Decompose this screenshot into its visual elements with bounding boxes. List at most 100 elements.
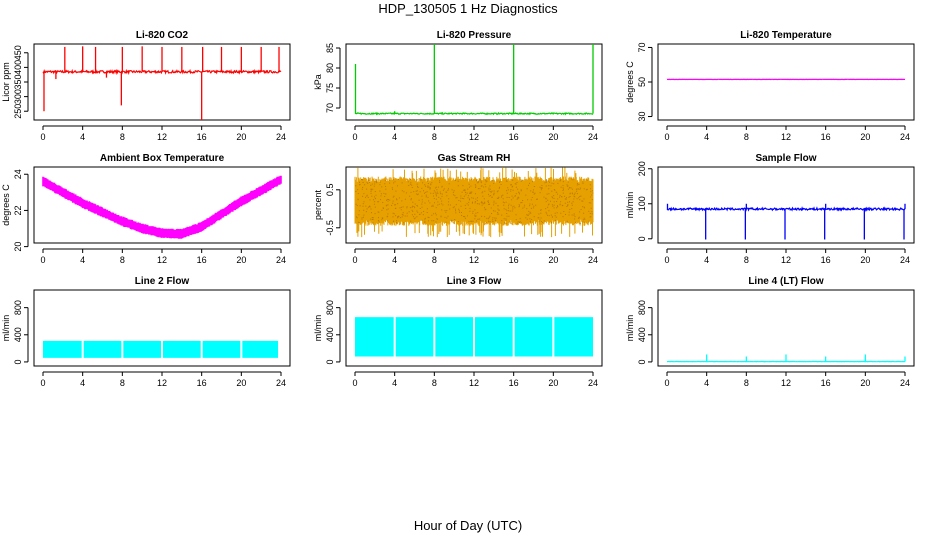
x-tick-label: 24 bbox=[588, 255, 598, 265]
y-tick-label: 30 bbox=[637, 112, 647, 122]
y-tick-label: 400 bbox=[13, 60, 23, 75]
x-tick-label: 20 bbox=[860, 378, 870, 388]
y-tick-label: 70 bbox=[325, 103, 335, 113]
data-series-points bbox=[355, 178, 594, 224]
y-axis-label: ml/min bbox=[625, 315, 635, 342]
x-tick-label: 24 bbox=[900, 378, 910, 388]
x-tick-label: 8 bbox=[432, 378, 437, 388]
y-tick-label: 800 bbox=[637, 300, 647, 315]
y-tick-label: 50 bbox=[637, 77, 647, 87]
x-tick-label: 4 bbox=[80, 255, 85, 265]
page-title: HDP_130505 1 Hz Diagnostics bbox=[378, 1, 558, 16]
y-tick-label: 450 bbox=[13, 45, 23, 60]
plot-frame bbox=[345, 289, 603, 367]
x-tick-label: 24 bbox=[276, 255, 286, 265]
plot-frame bbox=[33, 166, 291, 244]
x-tick-label: 16 bbox=[821, 378, 831, 388]
x-tick-label: 0 bbox=[40, 378, 45, 388]
x-tick-label: 8 bbox=[744, 378, 749, 388]
data-series-noise bbox=[354, 167, 594, 238]
flow-block bbox=[163, 340, 201, 358]
x-tick-label: 12 bbox=[781, 255, 791, 265]
x-tick-label: 0 bbox=[664, 132, 669, 142]
x-tick-label: 12 bbox=[781, 132, 791, 142]
plot-frame bbox=[33, 289, 291, 367]
y-axis-label: percent bbox=[313, 189, 323, 220]
x-tick-label: 0 bbox=[352, 132, 357, 142]
y-axis-label: degrees C bbox=[625, 61, 635, 103]
y-tick-label: 24 bbox=[13, 169, 23, 179]
y-tick-label: 0 bbox=[637, 359, 647, 364]
y-tick-label: 70 bbox=[637, 42, 647, 52]
x-tick-label: 0 bbox=[664, 378, 669, 388]
x-tick-label: 16 bbox=[509, 255, 519, 265]
flow-block bbox=[83, 340, 122, 358]
x-tick-label: 12 bbox=[157, 378, 167, 388]
x-tick-label: 4 bbox=[392, 255, 397, 265]
chart-panel-3: Li-820 Temperature 0 4 8 12 16 20 24 30 50 70degre… bbox=[625, 30, 915, 142]
x-tick-label: 4 bbox=[704, 132, 709, 142]
y-axis-label: ml/min bbox=[313, 315, 323, 342]
plot-frame bbox=[345, 166, 603, 244]
y-tick-label: 100 bbox=[637, 196, 647, 211]
x-tick-label: 8 bbox=[120, 255, 125, 265]
x-tick-label: 4 bbox=[80, 132, 85, 142]
flow-block bbox=[202, 340, 241, 358]
y-tick-label: 80 bbox=[325, 63, 335, 73]
x-tick-label: 16 bbox=[821, 132, 831, 142]
flow-block bbox=[514, 317, 553, 357]
y-axis-label: Licor ppm bbox=[1, 62, 11, 102]
x-tick-label: 24 bbox=[900, 132, 910, 142]
y-axis-label: ml/min bbox=[1, 315, 11, 342]
y-tick-label: 250 bbox=[13, 104, 23, 119]
y-tick-label: 400 bbox=[637, 327, 647, 342]
plot-frame bbox=[657, 43, 915, 121]
chart-title: Gas Stream RH bbox=[438, 153, 511, 164]
flow-block bbox=[475, 317, 513, 357]
x-tick-label: 0 bbox=[40, 255, 45, 265]
chart-title: Li-820 CO2 bbox=[136, 30, 189, 41]
y-tick-label: 20 bbox=[13, 242, 23, 252]
x-tick-label: 16 bbox=[509, 378, 519, 388]
x-tick-label: 0 bbox=[40, 132, 45, 142]
x-tick-label: 24 bbox=[588, 132, 598, 142]
x-tick-label: 4 bbox=[392, 132, 397, 142]
x-tick-label: 16 bbox=[197, 132, 207, 142]
flow-block bbox=[554, 317, 593, 357]
y-tick-label: 85 bbox=[325, 43, 335, 53]
x-tick-label: 20 bbox=[548, 378, 558, 388]
y-tick-label: 22 bbox=[13, 205, 23, 215]
chart-title: Ambient Box Temperature bbox=[100, 153, 225, 164]
x-tick-label: 16 bbox=[197, 255, 207, 265]
y-axis-label: kPa bbox=[313, 74, 323, 90]
chart-title: Li-820 Temperature bbox=[740, 30, 832, 41]
x-tick-label: 4 bbox=[392, 378, 397, 388]
y-tick-label: 400 bbox=[13, 327, 23, 342]
x-tick-label: 20 bbox=[548, 255, 558, 265]
y-tick-label: 0.5 bbox=[325, 184, 335, 197]
x-tick-label: 8 bbox=[744, 132, 749, 142]
x-tick-label: 20 bbox=[236, 132, 246, 142]
y-axis-label: ml/min bbox=[625, 192, 635, 219]
plot-frame bbox=[33, 43, 291, 121]
flow-block bbox=[123, 340, 161, 358]
x-tick-label: 0 bbox=[664, 255, 669, 265]
plot-frame bbox=[345, 43, 603, 121]
y-tick-label: 200 bbox=[637, 161, 647, 176]
y-tick-label: 0 bbox=[325, 359, 335, 364]
x-tick-label: 12 bbox=[469, 378, 479, 388]
flow-block bbox=[435, 317, 473, 357]
x-tick-label: 8 bbox=[432, 255, 437, 265]
x-tick-label: 0 bbox=[352, 378, 357, 388]
x-tick-label: 4 bbox=[80, 378, 85, 388]
x-tick-label: 20 bbox=[860, 132, 870, 142]
x-tick-label: 20 bbox=[236, 255, 246, 265]
y-tick-label: 300 bbox=[13, 89, 23, 104]
x-axis-caption: Hour of Day (UTC) bbox=[413, 518, 523, 533]
x-tick-label: 24 bbox=[276, 378, 286, 388]
